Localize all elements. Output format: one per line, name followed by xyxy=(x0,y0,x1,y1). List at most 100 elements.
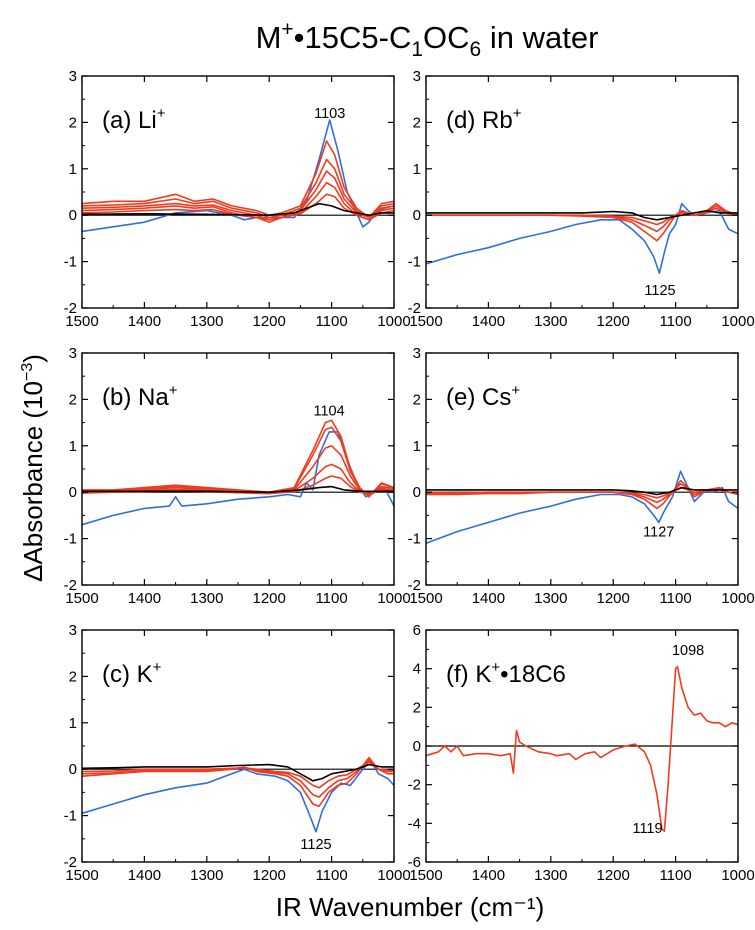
peak-annotation: 1119 xyxy=(632,821,662,837)
x-tick-label: 1300 xyxy=(534,590,567,607)
series-line-red-3 xyxy=(426,207,739,226)
y-tick-label: 1 xyxy=(413,438,421,455)
series-line-red-3 xyxy=(425,486,738,499)
y-tick-label: 3 xyxy=(413,345,421,362)
panel-label-f: (f) K+•18C6 xyxy=(446,659,566,688)
x-tick-label: 1500 xyxy=(409,590,442,607)
series-line-black-6 xyxy=(82,485,394,493)
series-line-black-4 xyxy=(426,209,738,221)
y-tick-label: 1 xyxy=(413,161,421,178)
figure-title: M+•15C5-C1OC6 in water xyxy=(256,18,599,61)
y-tick-label: 0 xyxy=(69,761,77,778)
peak-annotation: 1104 xyxy=(314,404,345,420)
x-tick-label: 1300 xyxy=(190,867,223,884)
panel-b: 1500 1400 1300 1200 1100 1000 -2 -1 0 1 2 3 (b) Na+ 1… xyxy=(64,345,411,607)
y-tick-label: 6 xyxy=(413,622,421,639)
x-tick-label: 1500 xyxy=(65,313,98,330)
x-tick-label: 1300 xyxy=(534,867,567,884)
y-tick-label: -2 xyxy=(64,577,77,594)
y-tick-label: -2 xyxy=(408,777,421,794)
series-line-red-2 xyxy=(81,158,395,219)
panel-label-b: (b) Na+ xyxy=(102,382,178,411)
x-tick-label: 1200 xyxy=(253,867,286,884)
y-tick-label: 0 xyxy=(69,207,77,224)
panel-e: 1500 1400 1300 1200 1100 1000 -2 -1 0 1 2 3 (e) Cs+ 1… xyxy=(408,345,755,607)
x-tick-label: 1000 xyxy=(377,590,410,607)
x-tick-label: 1500 xyxy=(409,867,442,884)
peak-annotation: 1125 xyxy=(644,283,675,299)
x-tick-label: 1000 xyxy=(721,313,754,330)
y-tick-label: -4 xyxy=(408,815,421,832)
y-tick-label: -2 xyxy=(408,300,421,317)
y-tick-label: 3 xyxy=(69,345,77,362)
y-tick-label: -1 xyxy=(408,531,421,548)
x-tick-label: 1300 xyxy=(190,313,223,330)
y-tick-label: -2 xyxy=(408,577,421,594)
peak-annotation: 1127 xyxy=(643,524,674,540)
x-axis-title: IR Wavenumber (cm⁻¹) xyxy=(276,892,544,922)
y-tick-label: 0 xyxy=(413,738,421,755)
series-line-red-1 xyxy=(81,140,395,219)
x-tick-label: 1100 xyxy=(315,867,347,884)
y-axis-title: ΔAbsorbance (10−3) xyxy=(18,354,48,582)
y-tick-label: -2 xyxy=(64,300,77,317)
x-tick-label: 1400 xyxy=(128,590,161,607)
x-tick-label: 1200 xyxy=(597,867,630,884)
x-tick-label: 1200 xyxy=(253,313,286,330)
y-tick-label: 2 xyxy=(413,699,421,716)
y-tick-label: 3 xyxy=(69,68,77,85)
y-tick-label: -1 xyxy=(64,254,77,271)
x-tick-label: 1300 xyxy=(534,313,567,330)
x-tick-label: 1000 xyxy=(721,590,754,607)
series-line-red-2 xyxy=(426,205,739,233)
x-tick-label: 1100 xyxy=(315,590,347,607)
y-tick-label: -1 xyxy=(64,531,77,548)
series-line-red-3 xyxy=(81,170,395,221)
y-tick-label: -2 xyxy=(64,854,77,871)
x-tick-label: 1500 xyxy=(409,313,442,330)
panel-d: 1500 1400 1300 1200 1100 1000 -2 -1 0 1 2 3 (d) Rb+ 1… xyxy=(408,68,755,330)
x-tick-label: 1200 xyxy=(253,590,286,607)
x-tick-label: 1100 xyxy=(315,313,347,330)
y-tick-label: -1 xyxy=(408,254,421,271)
y-tick-label: 2 xyxy=(69,391,77,408)
y-tick-label: -6 xyxy=(408,854,421,871)
y-tick-label: 3 xyxy=(69,622,77,639)
peak-annotation: 1125 xyxy=(300,837,331,853)
panel-f: 1500 1400 1300 1200 1100 1000 -6 -4 -2 0 2 4 6 (f) K+… xyxy=(408,622,755,884)
series-line-red-1 xyxy=(82,419,395,498)
y-tick-label: 1 xyxy=(69,161,77,178)
x-tick-label: 1400 xyxy=(472,867,505,884)
y-tick-label: 0 xyxy=(413,484,421,501)
y-tick-label: 2 xyxy=(413,391,421,408)
y-tick-label: 1 xyxy=(69,715,77,732)
x-tick-label: 1400 xyxy=(128,867,161,884)
series-line-black-4 xyxy=(81,763,394,782)
x-tick-label: 1400 xyxy=(128,313,161,330)
y-tick-label: 0 xyxy=(413,207,421,224)
panel-label-a: (a) Li+ xyxy=(102,105,166,134)
y-tick-label: 1 xyxy=(69,438,77,455)
panel-label-d: (d) Rb+ xyxy=(446,105,522,134)
panel-label-c: (c) K+ xyxy=(102,659,162,688)
panel-a: 1500 1400 1300 1200 1100 1000 -2 -1 0 1 2 3 (a) Li+ 1… xyxy=(64,68,411,330)
y-tick-label: 4 xyxy=(413,661,421,678)
x-tick-label: 1000 xyxy=(377,313,410,330)
peak-annotation: 1098 xyxy=(672,643,704,659)
series-line-black-6 xyxy=(81,202,394,216)
series-line-red-5 xyxy=(81,193,395,221)
series-line-blue-0 xyxy=(81,759,395,833)
series-line-red-0 xyxy=(425,665,739,832)
y-tick-label: 3 xyxy=(413,68,421,85)
y-tick-label: 0 xyxy=(69,484,77,501)
series-line-red-3 xyxy=(81,445,395,496)
x-tick-label: 1000 xyxy=(377,867,410,884)
panel-label-e: (e) Cs+ xyxy=(446,382,520,411)
series-line-red-1 xyxy=(426,202,739,242)
series-line-red-3 xyxy=(81,761,394,789)
peak-annotation: 1103 xyxy=(314,106,345,122)
x-tick-label: 1400 xyxy=(472,313,505,330)
x-tick-label: 1100 xyxy=(659,313,691,330)
